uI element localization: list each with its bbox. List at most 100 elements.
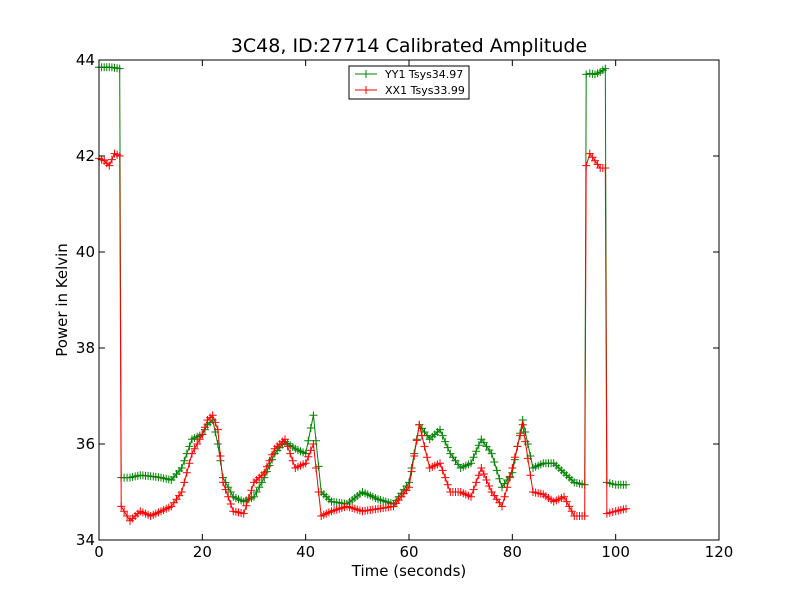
data-point (304, 436, 313, 445)
data-point (469, 485, 478, 494)
data-point (120, 507, 129, 516)
legend: YY1 Tsys34.97 XX1 Tsys33.99 (348, 65, 470, 100)
data-point (244, 494, 253, 502)
data-point (441, 437, 450, 446)
x-axis-label: Time (seconds) (351, 562, 467, 580)
data-point (622, 480, 630, 489)
data-point (107, 155, 116, 164)
data-point (436, 459, 444, 468)
data-point (438, 466, 447, 475)
data-point (242, 501, 251, 510)
data-point (526, 471, 535, 480)
data-point (565, 502, 574, 511)
data-point (474, 441, 483, 450)
data-point (213, 425, 222, 434)
data-point (198, 430, 207, 439)
x-tick-label: 100 (601, 543, 630, 561)
data-point (469, 453, 478, 462)
data-point (560, 492, 568, 501)
data-point (485, 482, 494, 490)
data-point (523, 454, 532, 463)
data-point (505, 473, 514, 482)
data-point (221, 485, 230, 494)
data-point (622, 504, 630, 513)
data-point (288, 456, 297, 465)
data-point (477, 464, 486, 472)
data-point (567, 507, 576, 516)
data-point (115, 152, 124, 160)
legend-entry-1: YY1 Tsys34.97 (355, 68, 463, 81)
data-point (309, 440, 318, 448)
data-point (211, 418, 220, 427)
legend-swatch-marker (362, 70, 370, 78)
data-point (516, 431, 525, 440)
data-point (582, 161, 591, 170)
data-point (490, 458, 499, 466)
data-point (115, 64, 124, 73)
legend-swatch-marker (362, 86, 370, 94)
data-point (441, 473, 450, 482)
data-point (208, 411, 217, 420)
data-point (190, 444, 199, 453)
data-point (407, 467, 416, 476)
data-point (193, 440, 202, 448)
x-tick-label: 120 (705, 543, 734, 561)
x-tick-label: 0 (94, 543, 104, 561)
legend-box (348, 65, 470, 100)
data-point (412, 436, 421, 445)
data-point (472, 447, 481, 456)
data-point (262, 462, 271, 471)
data-point (200, 423, 209, 432)
data-point (510, 453, 519, 462)
data-point (226, 500, 235, 508)
data-point (521, 437, 530, 446)
chart-title: 3C48, ID:27714 Calibrated Amplitude (231, 35, 587, 57)
data-point (487, 449, 496, 458)
data-point (255, 483, 264, 492)
data-point (482, 476, 491, 484)
data-point (467, 492, 475, 501)
data-point (474, 471, 483, 480)
data-point (250, 492, 258, 501)
data-point (265, 456, 274, 465)
data-point (216, 452, 225, 460)
data-point (180, 478, 189, 487)
data-point (286, 449, 295, 458)
data-point (257, 478, 266, 487)
data-point (188, 449, 196, 458)
data-point (219, 478, 227, 487)
data-point (185, 442, 194, 451)
data-point (417, 431, 426, 440)
data-point (312, 464, 320, 472)
data-point (601, 64, 610, 73)
data-point (247, 486, 256, 495)
data-point (177, 488, 186, 496)
data-point (518, 420, 527, 429)
x-tick-label: 60 (399, 543, 418, 561)
data-point (226, 488, 235, 496)
legend-label: XX1 Tsys33.99 (385, 84, 465, 97)
data-point (415, 420, 424, 429)
data-point (309, 411, 318, 420)
legend-label: YY1 Tsys34.97 (384, 68, 463, 81)
data-point (503, 483, 512, 492)
data-point (443, 443, 452, 452)
data-point (185, 459, 194, 468)
data-point (180, 456, 189, 465)
data-point (410, 452, 419, 460)
data-point (438, 431, 447, 440)
data-point (182, 468, 191, 477)
data-point (123, 512, 132, 520)
data-point (513, 442, 522, 451)
data-point (304, 452, 313, 461)
data-point (420, 442, 429, 451)
data-point (467, 459, 475, 468)
x-tick-label: 40 (296, 543, 315, 561)
y-tick-label: 36 (76, 435, 95, 453)
data-point (492, 466, 501, 475)
data-point (306, 424, 315, 432)
data-point (314, 488, 323, 496)
data-point (301, 459, 310, 468)
axis-ticks: 0 20 40 60 80 100 120 34 36 38 40 42 44 (76, 51, 733, 561)
data-point (601, 164, 610, 172)
